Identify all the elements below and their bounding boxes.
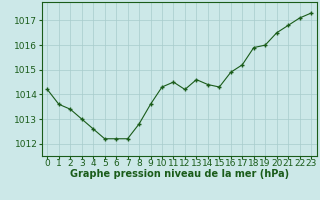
X-axis label: Graphe pression niveau de la mer (hPa): Graphe pression niveau de la mer (hPa) — [70, 169, 289, 179]
